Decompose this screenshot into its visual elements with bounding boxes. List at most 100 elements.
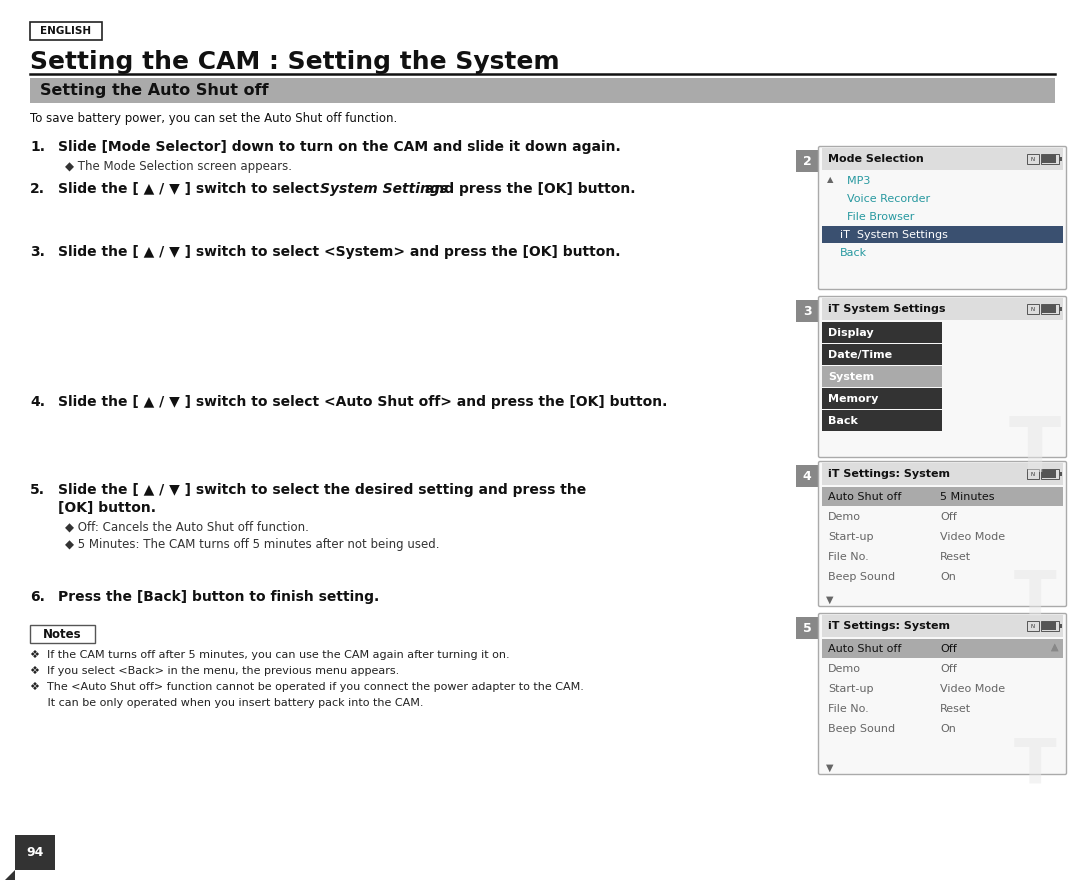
Text: Slide the [ ▲ / ▼ ] switch to select <System> and press the [OK] button.: Slide the [ ▲ / ▼ ] switch to select <Sy…: [58, 245, 621, 259]
Text: MP3: MP3: [840, 176, 870, 186]
Bar: [1027, 469, 1039, 479]
Text: Video Mode: Video Mode: [940, 684, 1005, 694]
Text: File Browser: File Browser: [840, 212, 915, 222]
Text: Start-up: Start-up: [828, 684, 874, 694]
Text: iT  System Settings: iT System Settings: [840, 230, 948, 240]
Text: ▲: ▲: [1051, 642, 1058, 652]
Text: ▼: ▼: [826, 595, 834, 605]
Text: Auto Shut off: Auto Shut off: [828, 492, 902, 502]
Text: ▲: ▲: [1051, 642, 1058, 652]
Text: Back: Back: [840, 248, 867, 258]
Text: Slide the [ ▲ / ▼ ] switch to select the desired setting and press the: Slide the [ ▲ / ▼ ] switch to select the…: [58, 483, 586, 497]
Text: Demo: Demo: [828, 512, 861, 522]
Text: Beep Sound: Beep Sound: [828, 724, 895, 734]
Bar: [1042, 155, 1056, 163]
Text: N: N: [1031, 306, 1035, 312]
Text: ◆ Off: Cancels the Auto Shut off function.: ◆ Off: Cancels the Auto Shut off functio…: [65, 521, 309, 534]
Bar: [822, 322, 942, 343]
Bar: [822, 226, 1063, 243]
Text: Voice Recorder: Voice Recorder: [840, 194, 930, 204]
Bar: [30, 625, 95, 643]
Bar: [1027, 621, 1039, 631]
FancyBboxPatch shape: [819, 613, 1067, 774]
Bar: [30, 22, 102, 40]
Text: Setting the Auto Shut off: Setting the Auto Shut off: [40, 83, 269, 98]
Bar: [1042, 622, 1056, 630]
Text: Reset: Reset: [940, 704, 971, 714]
Text: Memory: Memory: [828, 394, 878, 404]
FancyBboxPatch shape: [819, 297, 1067, 458]
Text: Display: Display: [828, 328, 874, 338]
Polygon shape: [15, 835, 55, 870]
Text: 3: 3: [802, 304, 811, 318]
Text: Slide [Mode Selector] down to turn on the CAM and slide it down again.: Slide [Mode Selector] down to turn on th…: [58, 140, 621, 154]
Bar: [822, 148, 1063, 170]
Bar: [1042, 470, 1056, 478]
Text: Setting the CAM : Setting the System: Setting the CAM : Setting the System: [30, 50, 559, 74]
Text: System Settings: System Settings: [320, 182, 448, 196]
Text: Demo: Demo: [828, 664, 861, 674]
Bar: [822, 487, 1063, 506]
Text: 5 Minutes: 5 Minutes: [940, 492, 995, 502]
Bar: [1041, 154, 1059, 164]
Text: Slide the [ ▲ / ▼ ] switch to select <Auto Shut off> and press the [OK] button.: Slide the [ ▲ / ▼ ] switch to select <Au…: [58, 395, 667, 409]
Text: ◆ 5 Minutes: The CAM turns off 5 minutes after not being used.: ◆ 5 Minutes: The CAM turns off 5 minutes…: [65, 538, 440, 551]
Bar: [822, 298, 1063, 320]
Text: N: N: [1031, 157, 1035, 162]
Text: ❖  If you select <Back> in the menu, the previous menu appears.: ❖ If you select <Back> in the menu, the …: [30, 666, 400, 676]
Text: To save battery power, you can set the Auto Shut off function.: To save battery power, you can set the A…: [30, 112, 397, 124]
Text: 5: 5: [802, 621, 811, 634]
Text: T: T: [1014, 568, 1056, 628]
Text: 5.: 5.: [30, 483, 45, 497]
Text: ▲: ▲: [827, 175, 834, 185]
Text: T: T: [1014, 736, 1056, 796]
Text: Off: Off: [940, 512, 957, 522]
Text: iT Settings: System: iT Settings: System: [828, 469, 950, 479]
Text: T: T: [1009, 414, 1061, 488]
Bar: [822, 463, 1063, 485]
Text: iT Settings: System: iT Settings: System: [828, 621, 950, 631]
Text: 4.: 4.: [30, 395, 45, 409]
Text: ◆ The Mode Selection screen appears.: ◆ The Mode Selection screen appears.: [65, 160, 292, 173]
Text: iT System Settings: iT System Settings: [828, 304, 945, 314]
Text: Reset: Reset: [940, 552, 971, 562]
Text: Slide the [ ▲ / ▼ ] switch to select: Slide the [ ▲ / ▼ ] switch to select: [58, 182, 324, 196]
Text: N: N: [1031, 472, 1035, 476]
Bar: [1027, 304, 1039, 314]
Polygon shape: [5, 870, 15, 880]
Text: Start-up: Start-up: [828, 532, 874, 542]
Text: 3.: 3.: [30, 245, 45, 259]
Bar: [30, 78, 1055, 103]
Text: 6.: 6.: [30, 590, 45, 604]
Text: Off: Off: [940, 644, 957, 654]
Bar: [1041, 469, 1059, 479]
FancyBboxPatch shape: [819, 146, 1067, 290]
Text: File No.: File No.: [828, 552, 868, 562]
Bar: [796, 465, 818, 487]
Text: and press the [OK] button.: and press the [OK] button.: [420, 182, 635, 196]
Text: 1.: 1.: [30, 140, 45, 154]
Text: ENGLISH: ENGLISH: [40, 26, 92, 36]
Bar: [822, 344, 942, 365]
Text: Mode Selection: Mode Selection: [828, 154, 923, 164]
Bar: [1041, 621, 1059, 631]
Text: 94: 94: [26, 846, 43, 859]
Bar: [1059, 307, 1062, 311]
Text: 4: 4: [802, 470, 811, 482]
Text: [OK] button.: [OK] button.: [58, 501, 156, 515]
Bar: [796, 150, 818, 172]
Bar: [822, 410, 942, 431]
Bar: [796, 617, 818, 639]
Bar: [822, 366, 942, 387]
Text: Date/Time: Date/Time: [828, 350, 892, 360]
Text: File No.: File No.: [828, 704, 868, 714]
Text: Beep Sound: Beep Sound: [828, 572, 895, 582]
Text: System: System: [828, 372, 874, 382]
Bar: [1059, 157, 1062, 161]
Bar: [822, 388, 942, 409]
Text: Off: Off: [940, 664, 957, 674]
Text: Auto Shut off: Auto Shut off: [828, 644, 902, 654]
Text: On: On: [940, 724, 956, 734]
Text: ❖  If the CAM turns off after 5 minutes, you can use the CAM again after turning: ❖ If the CAM turns off after 5 minutes, …: [30, 650, 510, 660]
Bar: [1027, 154, 1039, 164]
